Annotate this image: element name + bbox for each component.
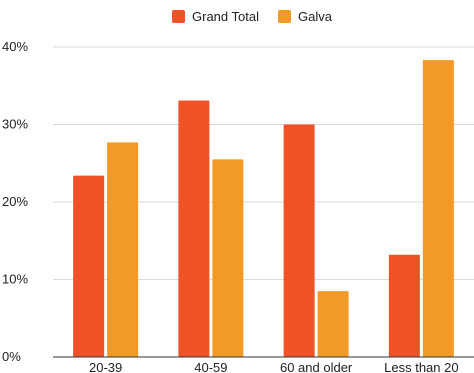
bar-galva [422,60,454,358]
y-axis-tick-labels: 0% 10% 20% 30% 40% [2,39,28,364]
legend-label-grand-total: Grand Total [192,9,259,24]
bar-grand-total [73,175,105,357]
y-tick-label: 30% [2,117,28,132]
bar-galva [107,142,139,357]
x-category-label: 20-39 [89,360,122,373]
bar-galva [212,159,244,357]
legend-swatch-grand-total [172,10,185,23]
bar-grand-total [388,254,420,357]
x-category-label: 60 and older [280,360,353,373]
legend-label-galva: Galva [298,9,333,24]
bars [73,60,454,358]
x-axis-category-labels: 20-39 40-59 60 and older Less than 20 [89,360,459,373]
x-category-label: Less than 20 [384,360,458,373]
bar-grand-total [283,124,315,357]
y-tick-label: 10% [2,272,28,287]
x-category-label: 40-59 [194,360,227,373]
bar-galva [317,291,349,357]
legend-swatch-galva [278,10,291,23]
bar-grand-total [178,100,210,357]
y-tick-label: 20% [2,194,28,209]
legend: Grand Total Galva [172,9,333,24]
y-tick-label: 40% [2,39,28,54]
y-tick-label: 0% [2,349,21,364]
